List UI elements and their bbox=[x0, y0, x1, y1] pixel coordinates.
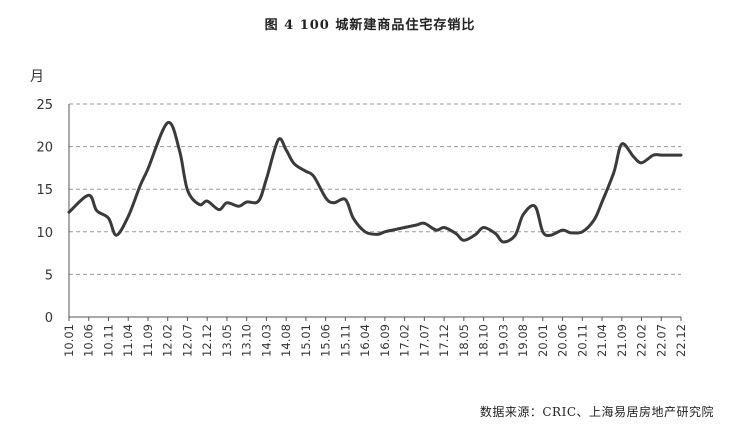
chart-title: 图 4 100 城新建商品住宅存销比 bbox=[264, 18, 476, 33]
x-tick-label-12.07: 12.07 bbox=[180, 324, 194, 357]
x-tick-label-11.09: 11.09 bbox=[141, 324, 155, 357]
x-tick-label-21.09: 21.09 bbox=[615, 324, 629, 357]
y-tick-label-10: 10 bbox=[36, 226, 53, 241]
x-tick-label-13.10: 13.10 bbox=[240, 324, 254, 357]
y-tick-label-20: 20 bbox=[36, 141, 53, 156]
source-note: 数据来源：CRIC、上海易居房地产研究院 bbox=[479, 405, 714, 419]
x-tick-label-19.03: 19.03 bbox=[496, 324, 510, 357]
x-tick-label-16.04: 16.04 bbox=[358, 324, 372, 357]
x-tick-label-12.02: 12.02 bbox=[161, 324, 175, 357]
series-line bbox=[67, 121, 683, 244]
x-tick-label-13.05: 13.05 bbox=[220, 324, 234, 357]
y-tick-label-15: 15 bbox=[36, 183, 53, 198]
x-tick-label-11.04: 11.04 bbox=[121, 324, 135, 357]
x-tick-label-20.11: 20.11 bbox=[575, 324, 589, 357]
x-tick-label-16.09: 16.09 bbox=[378, 324, 392, 357]
x-tick-label-15.01: 15.01 bbox=[299, 324, 313, 357]
y-tick-label-5: 5 bbox=[45, 268, 53, 283]
x-tick-label-18.05: 18.05 bbox=[457, 324, 471, 357]
series-line-path bbox=[67, 121, 683, 244]
x-tick-label-10.06: 10.06 bbox=[82, 324, 96, 357]
x-tick-label-19.08: 19.08 bbox=[516, 324, 530, 357]
x-tick-label-22.02: 22.02 bbox=[635, 324, 649, 357]
x-tick-label-17.12: 17.12 bbox=[437, 324, 451, 357]
x-tick-label-10.01: 10.01 bbox=[62, 324, 76, 357]
y-tick-labels: 0 5 10 15 20 25 bbox=[36, 98, 53, 326]
gridlines bbox=[69, 103, 681, 275]
x-tick-label-15.06: 15.06 bbox=[319, 324, 333, 357]
y-axis-unit-label: 月 bbox=[30, 69, 44, 85]
x-tick-label-18.10: 18.10 bbox=[477, 324, 491, 357]
y-tick-label-25: 25 bbox=[36, 98, 53, 113]
x-tick-label-17.07: 17.07 bbox=[417, 324, 431, 357]
x-tick-label-21.04: 21.04 bbox=[595, 324, 609, 357]
x-tick-label-15.11: 15.11 bbox=[338, 324, 352, 357]
x-tick-label-20.01: 20.01 bbox=[536, 324, 550, 357]
x-tick-labels: 10.01 10.06 10.11 11.04 11.09 12.02 12.07 12.12… bbox=[62, 317, 688, 357]
x-tick-label-12.12: 12.12 bbox=[200, 324, 214, 357]
x-tick-label-17.02: 17.02 bbox=[398, 324, 412, 357]
x-tick-label-14.03: 14.03 bbox=[259, 324, 273, 357]
y-tick-label-0: 0 bbox=[45, 311, 53, 326]
x-tick-label-22.07: 22.07 bbox=[654, 324, 668, 357]
x-tick-label-20.06: 20.06 bbox=[556, 324, 570, 357]
x-tick-label-22.12: 22.12 bbox=[674, 324, 688, 357]
x-tick-label-10.11: 10.11 bbox=[101, 324, 115, 357]
x-tick-label-14.08: 14.08 bbox=[279, 324, 293, 357]
